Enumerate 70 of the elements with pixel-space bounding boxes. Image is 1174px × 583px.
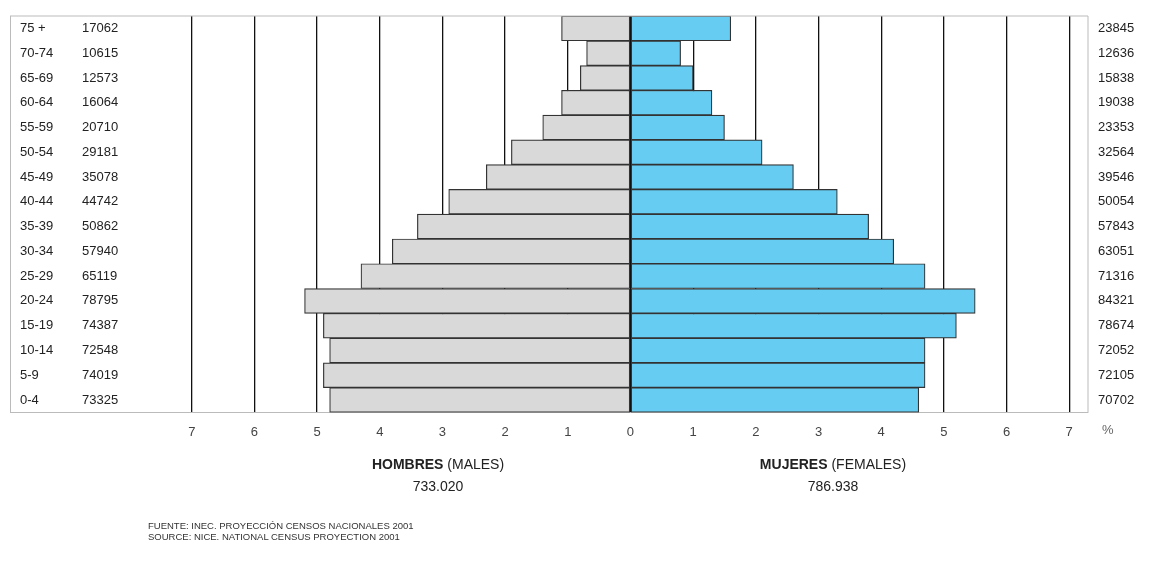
text: 15838 [1098,69,1135,85]
x-tick-label: 2 [752,423,760,439]
annotation: 35078 [82,168,119,184]
y-tick-label: 60-64 [20,94,54,110]
y-tick-label: 65-69 [20,69,54,85]
y-tick-label: 5-9 [20,366,39,382]
annotation: 74387 [82,317,119,333]
text: 733.020 [411,478,465,494]
annotation: 72548 [82,342,119,358]
x-tick-label: 7 [188,423,196,439]
x-tick-label: 5 [313,423,321,439]
annotation: 73325 [82,391,119,407]
y-tick-label: 20-24 [20,292,54,308]
source-note: SOURCE: NICE. NATIONAL CENSUS PROYECTION 2001 [148,531,401,542]
x-tick-label: 0 [626,423,635,439]
y-tick-label: 0-4 [20,391,39,407]
annotation: 29181 [82,143,119,159]
x-tick-label: 7 [1065,423,1073,439]
text: 57843 [1098,218,1135,234]
y-tick-label: 75 + [20,19,46,35]
y-tick-label: 45-49 [20,168,54,184]
annotation: 50862 [82,218,119,234]
annotation: 57940 [82,242,119,258]
text: 19038 [1098,94,1135,110]
y-tick-label: 25-29 [20,267,54,283]
x-tick-label: 3 [814,423,823,439]
annotation: 78795 [82,292,119,308]
annotation: 20710 [82,119,119,135]
text: 72105 [1098,366,1135,382]
source-note: FUENTE: INEC. PROYECCIÓN CENSOS NACIONALES 2001 [148,520,415,531]
x-tick-label: 1 [564,423,572,439]
text: HOMBRES (MALES) [370,456,506,472]
text: 50054 [1098,193,1135,209]
y-tick-label: 35-39 [20,218,54,234]
text: 63051 [1098,242,1135,258]
y-tick-label: 10-14 [20,342,54,358]
text: 32564 [1098,143,1135,159]
text: 71316 [1098,267,1135,283]
text: 23845 [1098,19,1135,35]
annotation: 44742 [82,193,119,209]
text: 39546 [1098,168,1135,184]
y-tick-label: 50-54 [20,143,54,159]
annotation: 74019 [82,366,119,382]
annotation: 10615 [82,44,119,60]
y-tick-label: 70-74 [20,44,54,60]
text: MUJERES (FEMALES) [758,456,908,472]
text: 12636 [1098,44,1135,60]
text: 84321 [1098,292,1135,308]
x-tick-label: 4 [877,423,885,439]
y-tick-label: 15-19 [20,317,54,333]
annotation: 12573 [82,69,119,85]
x-tick-label: 6 [250,423,259,439]
x-tick-label: 6 [1002,423,1011,439]
x-tick-label: 1 [689,423,697,439]
x-tick-label: 2 [501,423,509,439]
text: 78674 [1098,317,1135,333]
annotation: 17062 [82,19,119,35]
x-tick-label: 3 [438,423,447,439]
y-tick-label: 40-44 [20,193,54,209]
annotation: 16064 [82,94,119,110]
text: 70702 [1098,391,1135,407]
annotation: 65119 [82,267,118,283]
text: 786.938 [806,478,860,494]
y-tick-label: 55-59 [20,119,54,135]
text: 23353 [1098,119,1135,135]
x-axis-title: % [1102,422,1114,438]
x-tick-label: 5 [940,423,948,439]
y-tick-label: 30-34 [20,242,54,258]
x-tick-label: 4 [376,423,384,439]
text: 72052 [1098,342,1135,358]
